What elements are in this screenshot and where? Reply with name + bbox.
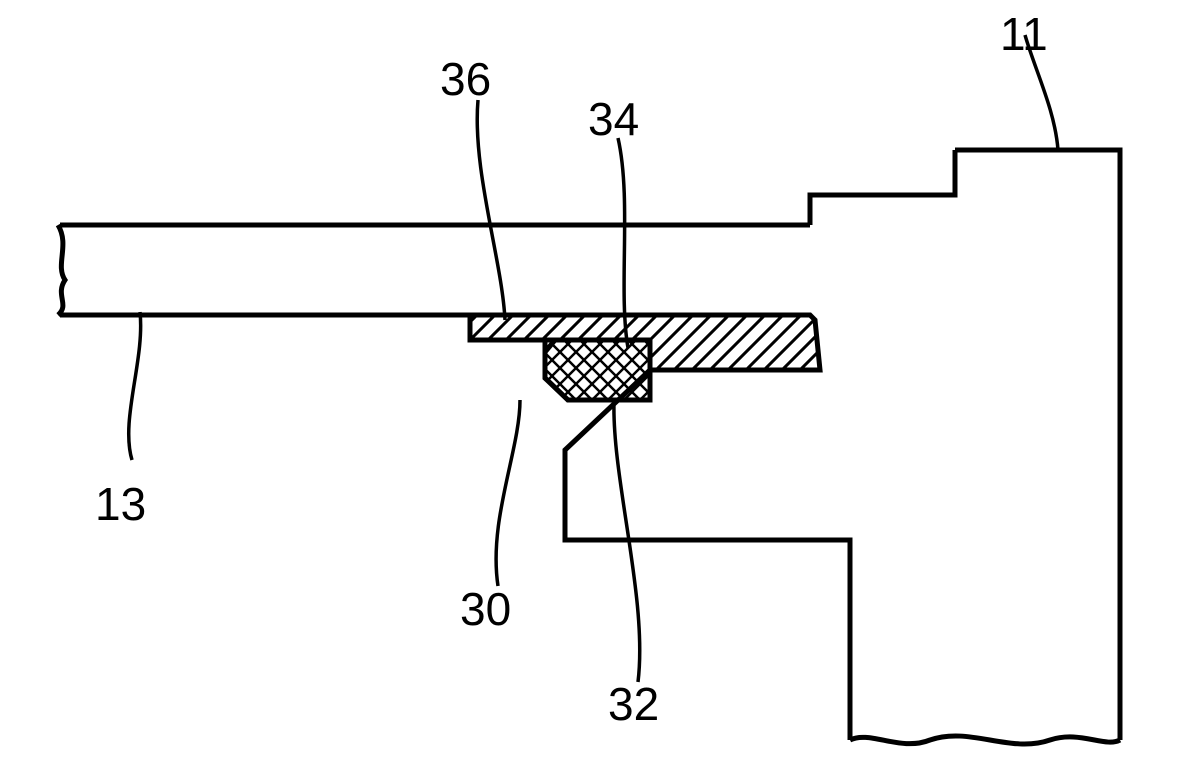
leader-30 (496, 400, 520, 586)
label-30: 30 (460, 583, 511, 635)
leader-36 (477, 100, 505, 320)
diagram-canvas: 11 36 34 13 30 32 (0, 0, 1195, 765)
label-13: 13 (95, 478, 146, 530)
leader-13 (129, 312, 141, 460)
label-34: 34 (588, 93, 639, 145)
label-32: 32 (608, 678, 659, 730)
label-11: 11 (1000, 8, 1048, 60)
horizontal-member (58, 225, 810, 315)
label-36: 36 (440, 53, 491, 105)
right-body (565, 150, 1120, 744)
